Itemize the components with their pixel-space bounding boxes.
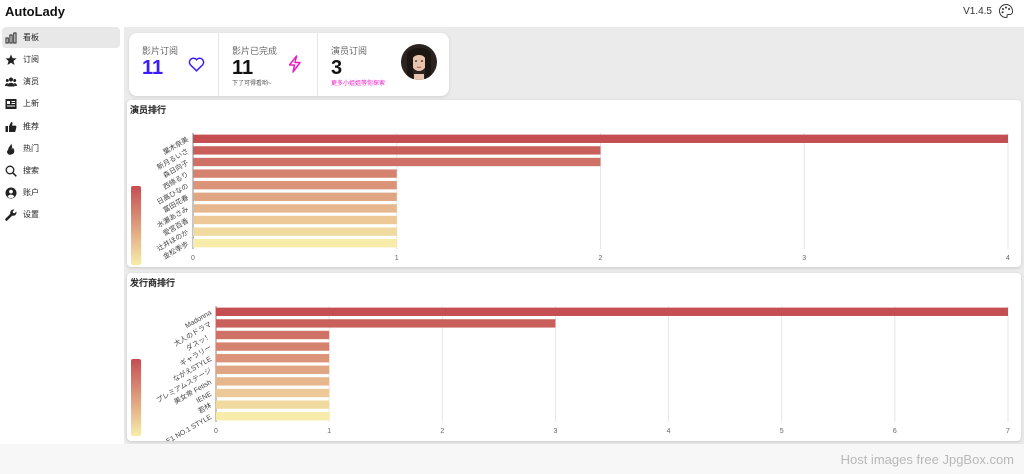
sidebar-item-label: 设置: [23, 210, 39, 219]
bar[interactable]: [193, 134, 1008, 143]
bar[interactable]: [216, 330, 330, 340]
actor-ranking-chart: 0 1 2 3 4葉木奈美新月るいさ森日向子西條るり日高ひなの富田花春水瀬あさみ愛宮百香…: [131, 133, 1010, 265]
stat-value: 11: [232, 57, 254, 79]
sidebar-item-label: 演员: [23, 77, 39, 86]
new-icon: [4, 97, 17, 110]
stat-movies-completed: 影片已完成 11 下了可得看哟~: [219, 33, 317, 96]
heart-icon: [188, 57, 205, 72]
bar[interactable]: [216, 354, 330, 363]
x-tick-label: 7: [1006, 428, 1010, 435]
publisher-ranking-chart: 0 1 2 3 4 5 6 7Madonna大人のドラマダスッ！ギャラリーながえSTYLEプレ…: [131, 306, 1010, 441]
stats-card: 影片订阅 11 影片已完成 11 下了可得看哟~ 演员订阅 3 更多小姐姐等你探…: [129, 33, 449, 96]
bar[interactable]: [193, 227, 397, 236]
stat-value: 11: [142, 57, 164, 79]
stat-movie-subscriptions: 影片订阅 11: [129, 33, 218, 96]
bar[interactable]: [216, 307, 1008, 316]
sidebar-item-account[interactable]: 账户: [2, 182, 120, 203]
footer-text: Host images free JpgBox.com: [840, 452, 1014, 467]
palette-icon[interactable]: [998, 3, 1014, 19]
stat-desc: 更多小姐姐等你探索: [331, 81, 386, 87]
top-bar: AutoLady V1.4.5: [0, 0, 1024, 27]
sidebar-item-label: 热门: [23, 144, 39, 153]
bar[interactable]: [216, 365, 330, 374]
category-label: E1 NO.1 STYLE: [165, 414, 213, 441]
account-icon: [4, 186, 17, 199]
sidebar-item-new[interactable]: 上新: [2, 93, 120, 114]
sidebar-item-label: 上新: [23, 99, 39, 108]
x-tick-label: 1: [395, 255, 399, 262]
sidebar-item-subscribe[interactable]: 订阅: [2, 49, 120, 70]
sidebar-item-recommend[interactable]: 推荐: [2, 116, 120, 137]
thumbs-up-icon: [4, 120, 17, 133]
avatar[interactable]: [401, 44, 437, 80]
chart-title: 发行商排行: [130, 278, 176, 288]
bar[interactable]: [193, 181, 397, 190]
bar[interactable]: [193, 239, 397, 248]
main-content: 影片订阅 11 影片已完成 11 下了可得看哟~ 演员订阅 3 更多小姐姐等你探…: [124, 27, 1024, 444]
sidebar: 看板 订阅 演员 上新 推荐 热门 搜索 账户 设置: [0, 27, 124, 444]
x-tick-label: 0: [214, 428, 218, 435]
x-tick-label: 2: [440, 428, 444, 435]
sidebar-item-actors[interactable]: 演员: [2, 71, 120, 92]
bar[interactable]: [193, 157, 601, 167]
sidebar-item-label: 订阅: [23, 55, 39, 64]
sidebar-item-dashboard[interactable]: 看板: [2, 27, 120, 48]
bar[interactable]: [193, 146, 601, 155]
stat-value: 3: [331, 57, 343, 79]
wrench-icon: [4, 208, 17, 221]
bar[interactable]: [193, 192, 397, 201]
sidebar-item-settings[interactable]: 设置: [2, 204, 120, 225]
bar[interactable]: [193, 215, 397, 225]
bolt-icon: [288, 55, 301, 73]
x-tick-label: 5: [780, 428, 784, 435]
version-label: V1.4.5: [963, 6, 992, 17]
bar-chart-icon: [4, 31, 17, 44]
stat-actor-subscriptions: 演员订阅 3 更多小姐姐等你探索: [318, 33, 449, 96]
star-icon: [4, 53, 17, 66]
stat-desc: 下了可得看哟~: [232, 81, 272, 87]
stat-divider: [317, 33, 318, 96]
stat-title: 影片已完成: [232, 46, 278, 56]
stat-title: 演员订阅: [331, 46, 368, 56]
x-tick-label: 4: [1006, 255, 1010, 262]
app-title: AutoLady: [5, 4, 65, 19]
users-icon: [4, 75, 17, 88]
footer: Host images free JpgBox.com: [0, 444, 1024, 474]
x-tick-label: 6: [893, 428, 897, 435]
bar[interactable]: [216, 342, 330, 351]
x-tick-label: 0: [191, 255, 195, 262]
x-tick-label: 3: [802, 255, 806, 262]
bar[interactable]: [193, 204, 397, 213]
visual-map-gradient[interactable]: [131, 186, 141, 265]
sidebar-item-label: 推荐: [23, 122, 39, 131]
bar[interactable]: [216, 412, 330, 421]
sidebar-item-label: 账户: [23, 188, 39, 197]
stat-divider: [218, 33, 219, 96]
actor-ranking-panel: 演员排行 0 1 2 3 4 葉木奈美 新月るいさ 森日向子 西條るり 日高ひなの 富田花春 水瀬あさ…: [127, 100, 1021, 267]
stat-title: 影片订阅: [142, 46, 179, 56]
bar[interactable]: [216, 377, 330, 386]
sidebar-item-label: 搜索: [23, 166, 39, 175]
x-tick-label: 2: [599, 255, 603, 262]
sidebar-item-label: 看板: [23, 33, 39, 42]
fire-icon: [4, 142, 17, 155]
bar[interactable]: [193, 169, 397, 178]
bar[interactable]: [216, 319, 556, 328]
x-tick-label: 4: [667, 428, 671, 435]
visual-map-gradient[interactable]: [131, 359, 141, 436]
x-tick-label: 3: [553, 428, 557, 435]
sidebar-item-hot[interactable]: 热门: [2, 138, 120, 159]
bar[interactable]: [216, 400, 330, 409]
bar[interactable]: [216, 388, 330, 398]
publisher-ranking-panel: 发行商排行 0 1 2 3 4 5 6 7 Madonna 大人のドラマ ダスッ！ ギャラリー ながえS…: [127, 273, 1021, 441]
sidebar-item-search[interactable]: 搜索: [2, 160, 120, 181]
chart-title: 演员排行: [130, 105, 167, 115]
x-tick-label: 1: [327, 428, 331, 435]
search-icon: [4, 164, 17, 177]
